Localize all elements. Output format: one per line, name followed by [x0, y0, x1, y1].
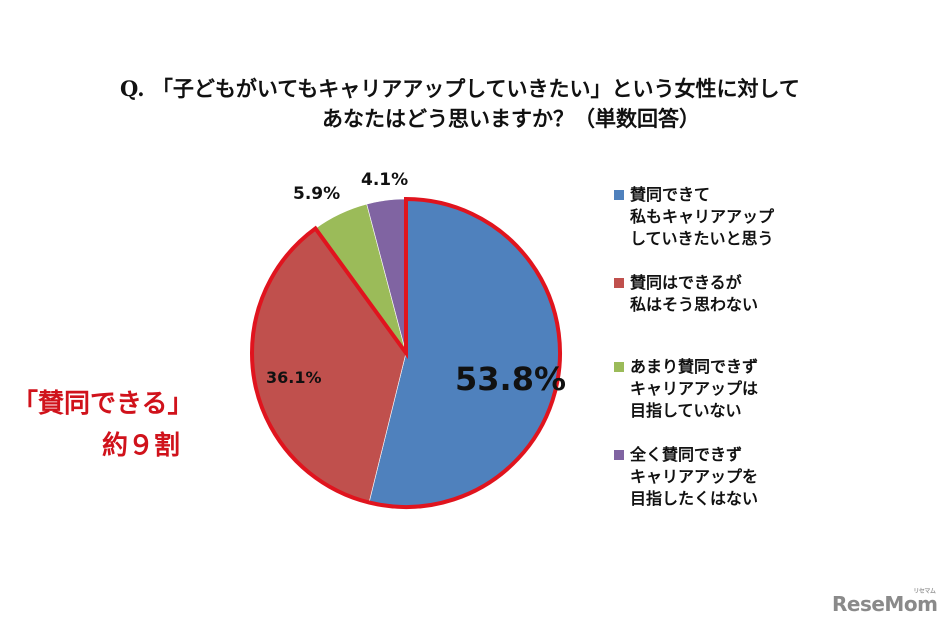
legend-item-2: 賛同はできるが 私はそう思わない — [612, 272, 912, 316]
resemom-logo: ReseMom リセマム — [832, 588, 938, 616]
chart-title-line2: あなたはどう思いますか？（単数回答） — [322, 106, 700, 131]
callout-line2: 約９割 — [102, 431, 181, 461]
slice-label-3: 5.9% — [293, 184, 341, 204]
legend-swatch — [614, 190, 624, 200]
pie-slices — [251, 198, 561, 508]
slice-label-1: 53.8% — [455, 360, 567, 398]
chart-title-line1: Q. 「子どもがいてもキャリアアップしていきたい」という女性に対して — [120, 76, 800, 101]
legend-item-3: あまり賛同できず キャリアアップは 目指していない — [612, 356, 912, 422]
legend-item-1: 賛同できて 私もキャリアアップ していきたいと思う — [612, 184, 912, 250]
slice-label-2: 36.1% — [266, 368, 322, 387]
legend-swatch — [614, 362, 624, 372]
legend-swatch — [614, 278, 624, 288]
legend-swatch — [614, 450, 624, 460]
legend-item-4: 全く賛同できず キャリアアップを 目指したくはない — [612, 444, 912, 510]
highlight-outline — [250, 196, 562, 509]
slice-label-4: 4.1% — [361, 170, 409, 190]
callout-line1: 「賛同できる」 — [12, 389, 194, 419]
legend: 賛同できて 私もキャリアアップ していきたいと思う 賛同はできるが 私はそう思わ… — [612, 184, 912, 532]
